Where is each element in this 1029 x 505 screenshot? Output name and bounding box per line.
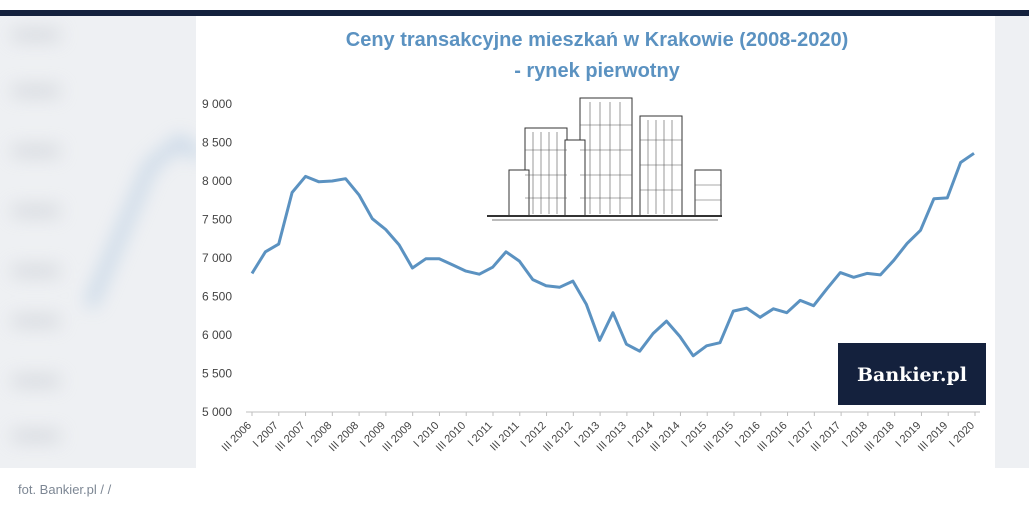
y-tick-label: 5 000 — [202, 405, 232, 419]
y-tick-label: 7 000 — [202, 251, 232, 265]
buildings-illustration — [487, 97, 722, 221]
y-tick-label: 5 500 — [202, 367, 232, 381]
y-tick-label: 8 000 — [202, 174, 232, 188]
x-tick-label: III 2007 — [273, 420, 307, 454]
x-tick-label: III 2015 — [702, 420, 736, 454]
x-tick-label: III 2009 — [380, 420, 414, 454]
bankier-logo-text: Bankier.pl — [857, 364, 967, 386]
photo-caption: fot. Bankier.pl / / — [18, 482, 112, 497]
x-tick-label: III 2016 — [755, 420, 789, 454]
x-tick-label: III 2008 — [327, 420, 361, 454]
x-tick-label: III 2019 — [916, 420, 950, 454]
series-line — [250, 152, 975, 358]
x-tick-label: III 2018 — [862, 420, 896, 454]
x-tick-label: III 2017 — [809, 420, 843, 454]
chart-title-line-1: Ceny transakcyjne mieszkań w Krakowie (2… — [346, 32, 848, 51]
y-tick-label: 7 500 — [202, 213, 232, 227]
x-tick-label: III 2011 — [488, 420, 522, 454]
x-tick-label: III 2010 — [434, 420, 468, 454]
x-tick-label: III 2006 — [220, 420, 254, 454]
blurred-chart-echo — [12, 30, 203, 441]
bankier-logo — [838, 343, 986, 405]
y-tick-label: 6 500 — [202, 290, 232, 304]
chart-panel: Ceny transakcyjne mieszkań w Krakowie (2… — [196, 16, 995, 468]
y-tick-label: 6 000 — [202, 328, 232, 342]
x-tick-label: III 2014 — [648, 420, 682, 454]
y-tick-label: 9 000 — [202, 97, 232, 111]
price-line-chart: Ceny transakcyjne mieszkań w Krakowie (2… — [202, 32, 986, 454]
x-tick-label: I 2020 — [947, 420, 977, 450]
x-tick-label: III 2013 — [595, 420, 629, 454]
top-accent-bar — [0, 10, 1029, 16]
x-tick-label: III 2012 — [541, 420, 575, 454]
chart-title-line-2: - rynek pierwotny — [514, 60, 680, 82]
y-tick-label: 8 500 — [202, 136, 232, 150]
